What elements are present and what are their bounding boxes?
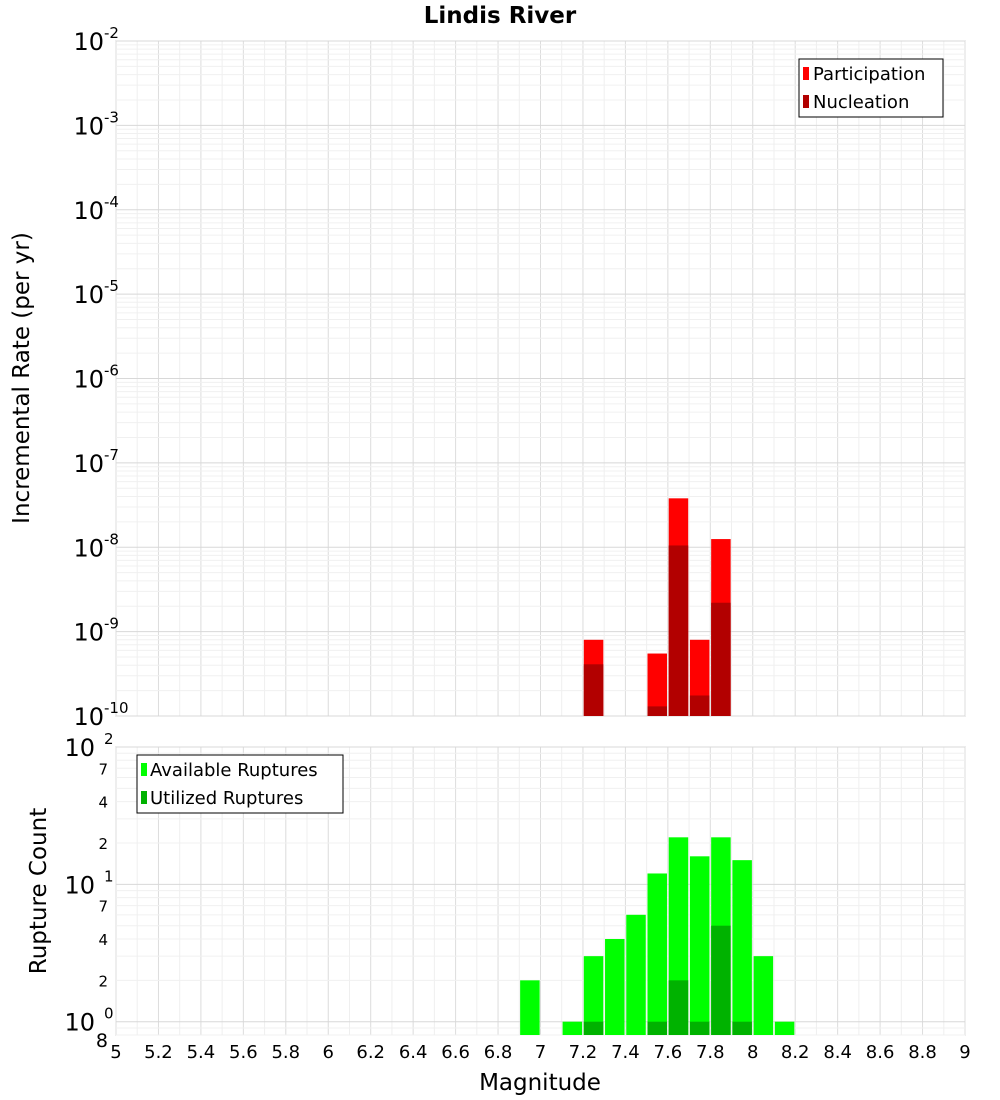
y-minor-tick-label: 8 [96,1030,108,1052]
y-minor-tick-label: 2 [98,835,108,853]
bar-participation [647,653,667,716]
bar-available-ruptures [753,956,774,1035]
y-tick-exponent: 1 [104,867,114,885]
x-axis-label: Magnitude [479,1070,601,1096]
y-tick-label: 10 [64,734,95,762]
y-tick-label: 10 [73,28,104,56]
count-chart-legend: Available Ruptures Utilized Ruptures [136,754,344,814]
y-minor-tick-label: 4 [98,794,108,812]
y-tick-exponent: -2 [104,24,119,42]
legend-label-utilized: Utilized Ruptures [150,788,303,809]
x-tick-label: 7.8 [696,1042,725,1063]
bar-available-ruptures [605,939,625,1035]
y-tick-label: 10 [73,197,104,225]
x-tick-label: 8 [747,1042,758,1063]
rate-chart-legend: Participation Nucleation [798,58,944,118]
legend-label-available: Available Ruptures [150,760,318,781]
x-tick-label: 8.6 [866,1042,895,1063]
bar-nucleation [583,664,604,716]
y-tick-label: 10 [73,619,104,647]
y-tick-exponent: -5 [104,277,119,295]
legend-label-nucleation: Nucleation [813,92,909,113]
bar-available-ruptures [520,980,540,1035]
bar-utilized-ruptures [711,925,731,1035]
y-tick-label: 10 [64,1009,95,1037]
count-chart-y-axis-label: Rupture Count [26,808,52,974]
bar-available-ruptures [732,860,752,1035]
y-tick-label: 10 [73,112,104,140]
x-axis-tick-labels: 5 5.2 5.4 5.6 5.8 6 6.2 6.4 6.6 6.8 7 7.2 7.4 7.6 7.8 8… [110,1042,970,1063]
legend-swatch-nucleation [803,95,809,108]
bar-utilized-ruptures [583,1021,604,1035]
y-tick-label: 10 [73,366,104,394]
bar-available-ruptures [647,873,667,1035]
bar-available-ruptures [583,956,604,1035]
bar-available-ruptures [689,856,710,1035]
count-chart-grid [115,746,966,1036]
x-tick-label: 6 [323,1042,334,1063]
y-tick-exponent: -6 [104,362,119,380]
x-tick-label: 5.6 [229,1042,258,1063]
rate-chart-y-axis-label: Incremental Rate (per yr) [9,232,35,524]
y-minor-tick-label: 7 [98,760,108,778]
x-tick-label: 7 [535,1042,546,1063]
y-tick-exponent: 2 [104,730,114,748]
count-chart-bars [520,837,795,1035]
legend-label-participation: Participation [813,64,925,85]
bar-utilized-ruptures [732,1021,752,1035]
bar-available-ruptures [774,1021,795,1035]
bar-nucleation [668,545,689,716]
x-tick-label: 6.6 [441,1042,470,1063]
x-tick-label: 6.2 [356,1042,385,1063]
y-tick-exponent: -9 [104,615,119,633]
rate-chart-bars [583,498,731,716]
y-minor-tick-label: 4 [98,931,108,949]
y-tick-label: 10 [73,703,104,731]
y-tick-label: 10 [73,281,104,309]
y-tick-label: 10 [73,534,104,562]
bar-utilized-ruptures [689,1021,710,1035]
y-tick-exponent: -7 [104,446,119,464]
x-tick-label: 7.2 [569,1042,598,1063]
x-tick-label: 7.4 [611,1042,640,1063]
x-tick-label: 6.8 [484,1042,513,1063]
legend-swatch-available [141,763,147,776]
x-tick-label: 6.4 [399,1042,428,1063]
bar-available-ruptures [562,1021,583,1035]
x-tick-label: 9 [959,1042,970,1063]
y-tick-exponent: -3 [104,108,119,126]
y-tick-label: 10 [64,871,95,899]
bar-nucleation [689,695,710,716]
y-tick-exponent: -8 [104,530,119,548]
x-tick-label: 5.8 [271,1042,300,1063]
y-tick-exponent: -4 [104,193,119,211]
y-tick-label: 10 [73,450,104,478]
bar-nucleation [647,706,667,716]
x-tick-label: 7.6 [654,1042,683,1063]
y-tick-exponent: -10 [104,699,129,717]
x-tick-label: 8.4 [823,1042,852,1063]
x-tick-label: 5.4 [187,1042,216,1063]
x-tick-label: 5 [110,1042,121,1063]
bar-available-ruptures [626,914,646,1035]
bar-nucleation [711,602,731,716]
y-minor-tick-label: 7 [98,898,108,916]
chart-title: Lindis River [424,3,577,29]
x-tick-label: 5.2 [144,1042,173,1063]
y-tick-exponent: 0 [104,1005,114,1023]
legend-swatch-utilized [141,791,147,804]
bar-utilized-ruptures [647,1021,667,1035]
rate-chart-grid [115,40,966,717]
bar-utilized-ruptures [668,980,689,1035]
x-tick-label: 8.8 [908,1042,937,1063]
legend-swatch-participation [803,67,809,80]
y-minor-tick-label: 2 [98,972,108,990]
x-tick-label: 8.2 [781,1042,810,1063]
